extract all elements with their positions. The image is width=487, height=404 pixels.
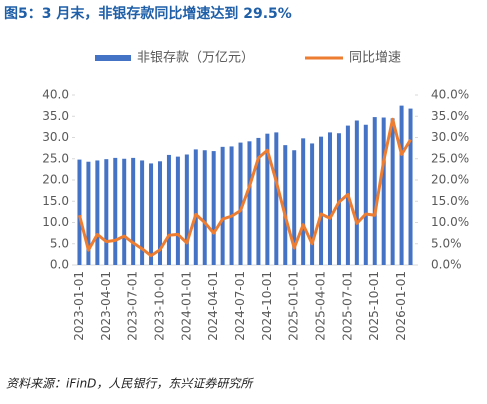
y-tick-label: 5.0 bbox=[50, 236, 69, 250]
bar bbox=[175, 156, 180, 265]
bar bbox=[229, 146, 234, 265]
legend-label: 同比增速 bbox=[349, 51, 401, 66]
bar bbox=[202, 150, 207, 265]
y-tick-label: 20.0 bbox=[42, 173, 69, 187]
bar bbox=[86, 161, 91, 265]
bar bbox=[310, 143, 315, 265]
y2-tick-label: 35.0% bbox=[431, 109, 469, 123]
y2-tick-label: 5.0% bbox=[431, 236, 462, 250]
x-tick-label: 2025-07-01 bbox=[340, 271, 354, 341]
source: 资料来源：iFinD，人民银行，东兴证券研究所 bbox=[6, 377, 254, 391]
x-tick-label: 2023-10-01 bbox=[153, 271, 167, 341]
y2-tick-label: 10.0% bbox=[431, 215, 469, 229]
y2-tick-label: 30.0% bbox=[431, 130, 469, 144]
chart-title: 图5：3 月末，非银存款同比增速达到 29.5% bbox=[4, 5, 292, 22]
bar bbox=[399, 105, 404, 265]
bar bbox=[122, 158, 127, 265]
bar bbox=[166, 154, 171, 265]
x-tick-label: 2024-01-01 bbox=[179, 271, 193, 341]
legend-label: 非银存款（万亿元） bbox=[137, 51, 254, 66]
bar bbox=[193, 149, 198, 265]
bar bbox=[381, 117, 386, 266]
y-tick-label: 35.0 bbox=[42, 109, 69, 123]
x-tick-label: 2025-04-01 bbox=[314, 271, 328, 341]
bar bbox=[328, 132, 332, 265]
x-tick-label: 2023-01-01 bbox=[72, 271, 86, 341]
bar bbox=[292, 150, 297, 265]
bar bbox=[372, 117, 377, 265]
bar bbox=[319, 136, 324, 265]
y-tick-label: 15.0 bbox=[42, 194, 69, 208]
bar bbox=[247, 141, 252, 265]
bar bbox=[238, 142, 243, 265]
y2-tick-label: 25.0% bbox=[431, 151, 469, 165]
bar bbox=[131, 157, 136, 265]
bar bbox=[95, 160, 100, 265]
bar bbox=[158, 161, 162, 265]
y2-tick-label: 20.0% bbox=[431, 173, 469, 187]
bar bbox=[301, 138, 306, 265]
x-tick-label: 2025-01-01 bbox=[287, 271, 301, 341]
bar bbox=[363, 124, 368, 265]
bar bbox=[113, 157, 118, 265]
bar bbox=[211, 151, 216, 265]
y-tick-label: 30.0 bbox=[42, 130, 69, 144]
x-tick-label: 2024-07-01 bbox=[233, 271, 247, 341]
bar bbox=[256, 137, 261, 265]
x-tick-label: 2024-04-01 bbox=[206, 271, 220, 341]
y-tick-label: 25.0 bbox=[42, 151, 69, 165]
y2-tick-label: 15.0% bbox=[431, 194, 469, 208]
legend-swatch bbox=[95, 55, 131, 61]
x-tick-label: 2023-04-01 bbox=[99, 271, 113, 341]
bar bbox=[77, 159, 82, 265]
bar bbox=[354, 120, 359, 265]
bar bbox=[336, 133, 341, 265]
bar bbox=[104, 159, 109, 265]
x-tick-label: 2024-10-01 bbox=[260, 271, 274, 341]
y-tick-label: 10.0 bbox=[42, 215, 69, 229]
bar bbox=[274, 132, 279, 265]
bar bbox=[149, 163, 154, 265]
bar bbox=[265, 133, 270, 265]
x-tick-label: 2025-10-01 bbox=[367, 271, 381, 341]
bar bbox=[140, 160, 145, 265]
y-tick-label: 40.0 bbox=[42, 88, 69, 102]
bar bbox=[184, 154, 189, 265]
y-tick-label: 0.0 bbox=[50, 258, 69, 272]
x-tick-label: 2026-01-01 bbox=[394, 271, 408, 341]
y2-tick-label: 40.0% bbox=[431, 88, 469, 102]
bar bbox=[408, 108, 413, 265]
bar bbox=[220, 146, 225, 265]
bar bbox=[390, 118, 395, 265]
y2-tick-label: 0.0% bbox=[431, 258, 462, 272]
bar bbox=[283, 145, 288, 265]
x-tick-label: 2023-07-01 bbox=[126, 271, 140, 341]
line bbox=[78, 117, 412, 258]
